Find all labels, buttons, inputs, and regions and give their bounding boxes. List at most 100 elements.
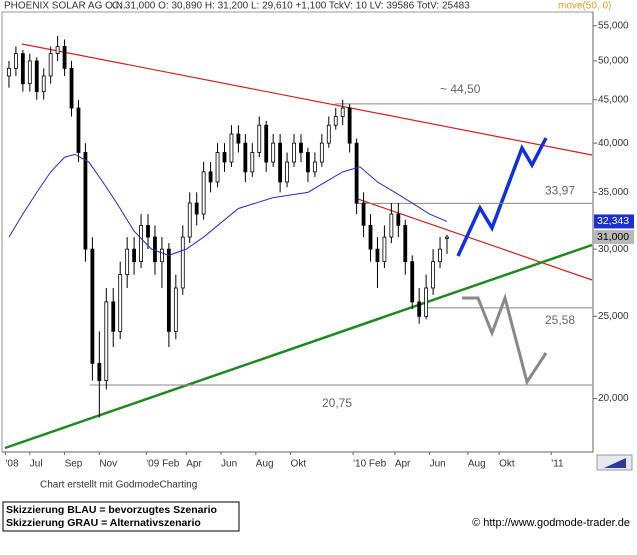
candle-body [69,67,74,109]
level-label: 25,58 [545,313,575,327]
candle-body [424,287,429,317]
y-tick-label: 40,000 [598,138,629,149]
x-tick-label: Aug [256,459,274,470]
moving-average [8,153,448,256]
candle-body [347,107,352,144]
candle-body [160,248,164,263]
candle-body [417,301,422,317]
candle-body [201,171,206,215]
candle-body [243,142,248,173]
x-tick-label: Apr [186,459,202,470]
y-tick-label: 25,000 [598,311,629,322]
last-value-box [594,230,634,245]
candle-body [271,142,276,163]
candle-body [48,53,53,77]
legend-box [2,501,240,532]
candle-body [236,133,241,144]
candle-body [125,248,130,275]
y-tick-label: 50,000 [598,56,629,67]
candle-body [229,133,234,163]
candle-body [118,274,123,332]
candle-body [410,261,415,303]
candle-body [278,142,283,183]
candle-body [76,107,81,153]
support-line [4,243,593,450]
header-title: PHOENIX SOLAR AG O.N. [4,1,126,12]
candle-body [326,124,331,144]
candle-body [438,248,442,263]
candle-body [146,224,150,238]
legend-blue: Skizzierung BLAU = bevorzugtes Szenario [6,504,217,516]
candle-body [55,46,60,55]
scroll-icon [604,458,626,468]
candle-body [132,248,137,263]
header-quote: C: 31,000 O: 30,890 H: 31,200 L: 29,610 … [112,1,470,12]
candle-body [153,236,157,263]
candle-body [208,171,213,183]
legend-gray: Skizzierung GRAU = Alternativszenario [6,517,201,529]
candle-body [139,224,143,263]
gray-scenario [462,293,548,386]
last-value-label: 31,000 [597,231,629,243]
indicator-label: move(50, 0) [558,1,611,12]
candle-body [90,248,95,364]
last-value-label: 32,343 [597,215,629,227]
candle-body [27,60,32,85]
candle-body [14,53,18,69]
x-tick-label: Nov [99,459,117,470]
candle-body [375,248,380,263]
candle-body [20,53,25,85]
x-tick-label: Okt [291,459,307,470]
candle-body [215,152,220,183]
candle-body [299,142,303,153]
candle-body [285,161,289,183]
candle-body [104,301,109,381]
resistance-line [21,43,593,156]
candle-body [41,75,46,93]
candle-body [187,202,192,238]
level-label: 33,97 [545,184,575,198]
x-tick-label: '11 [551,459,564,470]
candle-body [166,248,171,332]
candle-body [382,236,387,263]
candle-body [431,261,435,289]
url: © http://www.godmode-trader.de [472,517,630,529]
candle-body [389,213,394,238]
candle-body [173,287,178,332]
candle-body [97,363,102,381]
y-tick-label: 35,000 [598,187,629,198]
x-tick-label: Jun [221,459,237,470]
x-tick-label: '08 [5,459,18,470]
x-tick-label: '09 Feb [146,459,179,470]
candle-body [306,152,310,173]
candle-body [292,142,296,163]
x-tick-label: Jun [430,459,446,470]
candle-body [180,236,185,289]
x-tick-label: '10 Feb [353,459,386,470]
candle-body [222,152,227,163]
x-tick-label: Aug [468,459,486,470]
y-tick-label: 20,000 [598,393,629,404]
candle-body [445,236,449,239]
candle-body [340,107,345,117]
level-label: ~ 44,50 [440,82,481,96]
x-tick-label: Okt [499,459,515,470]
candle-body [7,67,11,77]
candle-body [264,124,269,163]
candle-body [361,202,366,226]
y-tick-label: 45,000 [598,94,629,105]
blue-scenario [456,137,548,257]
candle-body [111,301,116,332]
x-tick-label: Jul [30,459,43,470]
candle-body [403,224,408,263]
candle-body [257,124,262,153]
candle-body [83,152,88,250]
candle-body [34,60,39,93]
last-value-box [594,214,634,229]
candle-body [319,142,324,163]
candle-body [312,161,317,173]
y-tick-label: 55,000 [598,20,629,31]
x-tick-label: Sep [65,459,83,470]
